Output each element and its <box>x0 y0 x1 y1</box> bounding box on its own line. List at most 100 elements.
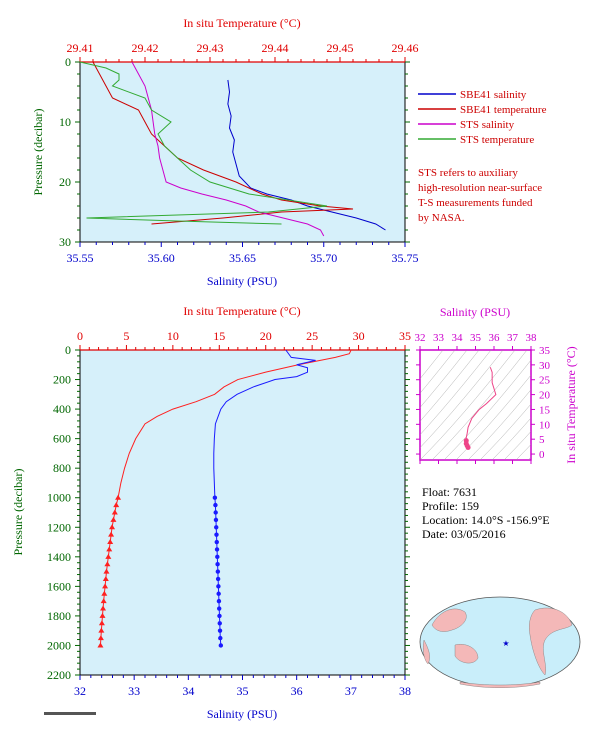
p1-sts-temperature-line <box>79 61 328 225</box>
ts-sal-tick-label: 32 <box>415 332 426 344</box>
salinity-marker <box>212 495 218 500</box>
ts-plot-area <box>419 349 532 461</box>
salinity-marker <box>214 547 220 552</box>
salinity-marker <box>213 510 218 515</box>
p2-sal-tick-label: 32 <box>74 684 86 698</box>
legend-label: STS temperature <box>460 134 534 146</box>
salinity-marker <box>217 628 223 633</box>
temperature-marker <box>109 524 116 530</box>
salinity-marker <box>215 569 221 574</box>
float-info: Float: 7631 Profile: 159 Location: 14.0°… <box>422 485 550 541</box>
p1-pressure-tick-label: 20 <box>59 175 71 189</box>
ts-temp-tick-label: 0 <box>539 449 545 461</box>
salinity-marker <box>215 554 220 560</box>
p2-sal-tick-label: 37 <box>345 684 357 698</box>
float-location-marker: ★ <box>502 639 509 648</box>
salinity-marker <box>217 621 222 626</box>
p2-pressure-tick-label: 2000 <box>47 638 71 652</box>
ts-sal-tick-label: 33 <box>433 332 445 344</box>
surface-top-axis-title: In situ Temperature (°C) <box>183 16 300 30</box>
temperature-marker <box>115 494 122 500</box>
salinity-marker <box>217 613 222 619</box>
landmass-asia <box>431 608 467 632</box>
footer-mark <box>44 712 96 715</box>
p2-temp-tick-label: 20 <box>260 329 272 343</box>
legend-label: SBE41 temperature <box>460 104 547 116</box>
world-map: ★ <box>419 596 581 688</box>
sts-note: STS refers to auxiliary high-resolution n… <box>418 167 542 224</box>
ts-point <box>465 445 471 451</box>
p1-sbe41-temperature-line <box>92 61 354 225</box>
landmass-africa <box>423 639 430 665</box>
ts-sal-tick-label: 38 <box>526 332 538 344</box>
ts-temp-tick-label: 35 <box>539 345 551 357</box>
p1-temp-tick-label: 29.43 <box>197 41 224 55</box>
deep-plot-area <box>79 349 406 676</box>
ts-temp-tick-label: 25 <box>539 375 551 387</box>
ts-sal-tick-label: 35 <box>470 332 482 344</box>
density-contour <box>443 359 531 460</box>
temperature-marker <box>98 620 105 626</box>
temperature-marker <box>97 635 104 641</box>
p1-sts-salinity-line <box>131 61 325 237</box>
density-contour <box>431 350 528 460</box>
density-contour <box>420 350 480 422</box>
salinity-marker <box>213 517 219 523</box>
p1-pressure-tick-label: 30 <box>59 235 71 249</box>
temperature-marker <box>113 502 120 508</box>
temperature-marker <box>98 627 105 633</box>
p1-temp-tick-label: 29.41 <box>67 41 94 55</box>
temperature-marker <box>99 612 106 618</box>
deep-top-axis-title: In situ Temperature (°C) <box>183 304 300 318</box>
salinity-marker <box>216 591 221 596</box>
legend-label: STS salinity <box>460 119 515 131</box>
salinity-marker <box>216 584 221 589</box>
ts-diagram-panel: Salinity (PSU) In situ Temperature (°C) … <box>415 305 578 464</box>
ts-sal-tick-label: 36 <box>489 332 501 344</box>
temperature-marker <box>111 509 118 515</box>
landmass-americas <box>529 607 573 676</box>
salinity-marker <box>214 539 219 545</box>
date: Date: 03/05/2016 <box>422 527 506 541</box>
deep-bottom-axis-title: Salinity (PSU) <box>207 707 277 721</box>
p2-sal-tick-label: 35 <box>237 684 249 698</box>
density-contour <box>420 350 444 380</box>
temperature-marker <box>105 553 112 559</box>
p2-sal-tick-label: 34 <box>182 684 194 698</box>
ts-temp-tick-label: 20 <box>539 390 551 402</box>
p2-sal-tick-label: 33 <box>128 684 140 698</box>
p2-pressure-tick-label: 1800 <box>47 609 71 623</box>
profile-number: Profile: 159 <box>422 499 479 513</box>
density-contour <box>420 350 516 460</box>
ts-temp-tick-label: 15 <box>539 404 551 416</box>
deep-pressure-axis-title: Pressure (decibar) <box>11 469 25 556</box>
p1-temp-tick-label: 29.46 <box>392 41 419 55</box>
p2-pressure-tick-label: 600 <box>53 432 71 446</box>
legend-label: SBE41 salinity <box>460 89 527 101</box>
p1-sal-tick-label: 35.70 <box>310 251 337 265</box>
temperature-marker <box>102 583 109 589</box>
p2-temp-tick-label: 35 <box>399 329 411 343</box>
density-contour <box>467 389 531 460</box>
p1-sal-tick-label: 35.65 <box>229 251 256 265</box>
p2-pressure-tick-label: 800 <box>53 461 71 475</box>
ts-top-axis-title: Salinity (PSU) <box>440 305 510 319</box>
legend: SBE41 salinity SBE41 temperature STS salin… <box>418 89 547 146</box>
temperature-marker <box>110 516 117 522</box>
p1-pressure-tick-label: 0 <box>65 55 71 69</box>
salinity-marker <box>214 525 219 530</box>
ts-temp-tick-label: 30 <box>539 360 551 372</box>
density-contour <box>479 403 531 460</box>
p1-temp-tick-label: 29.45 <box>327 41 354 55</box>
ts-temp-tick-label: 5 <box>539 434 545 446</box>
ts-sal-tick-label: 37 <box>507 332 519 344</box>
p1-temp-tick-label: 29.44 <box>262 41 289 55</box>
p2-temp-tick-label: 10 <box>167 329 179 343</box>
salinity-marker <box>216 598 222 604</box>
temperature-marker <box>101 590 108 596</box>
density-contour <box>503 431 531 460</box>
p2-pressure-tick-label: 1000 <box>47 491 71 505</box>
note-line: high-resolution near-surface <box>418 182 542 194</box>
density-contour <box>455 374 531 460</box>
ts-right-axis-title: In situ Temperature (°C) <box>564 346 578 463</box>
